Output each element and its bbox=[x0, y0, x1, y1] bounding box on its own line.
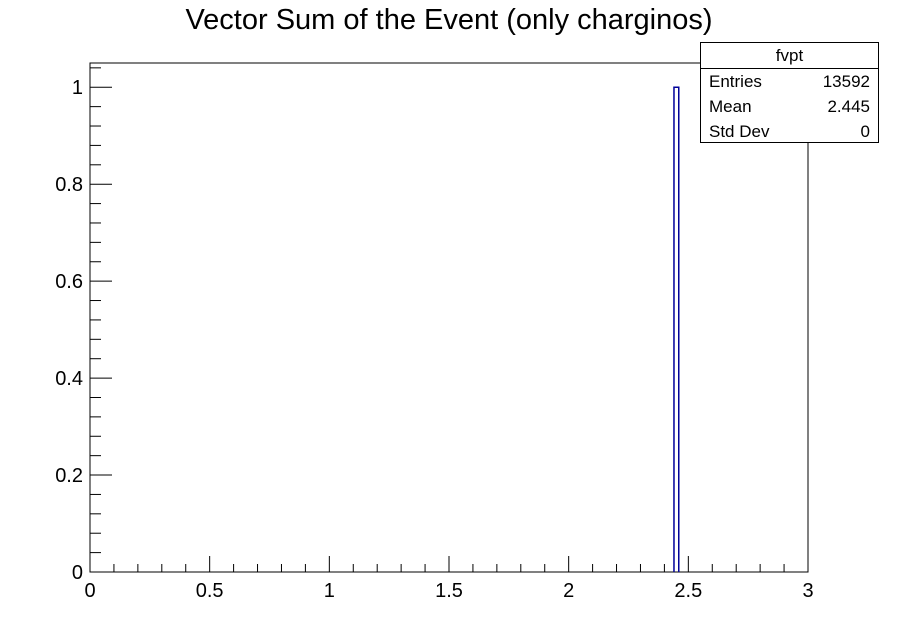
x-tick-label: 2 bbox=[563, 580, 574, 602]
histogram-bin bbox=[673, 86, 680, 572]
stats-label: Mean bbox=[709, 97, 752, 116]
stats-box-name: fvpt bbox=[701, 43, 878, 69]
stats-row-stddev: Std Dev 0 bbox=[701, 119, 878, 144]
x-tick-label: 0.5 bbox=[196, 580, 224, 602]
histogram-bars bbox=[673, 86, 680, 572]
y-tick-label: 0.8 bbox=[55, 174, 83, 196]
y-tick-label: 0 bbox=[72, 562, 83, 584]
x-tick-label: 0 bbox=[84, 580, 95, 602]
x-tick-label: 2.5 bbox=[674, 580, 702, 602]
axis-ticks bbox=[89, 67, 809, 573]
stats-label: Std Dev bbox=[709, 122, 770, 141]
stats-label: Entries bbox=[709, 72, 762, 91]
y-tick-label: 0.2 bbox=[55, 465, 83, 487]
y-tick-labels: 0 0.2 0.4 0.6 0.8 1 bbox=[55, 77, 83, 584]
stats-value: 0 bbox=[860, 122, 870, 141]
y-tick-label: 0.6 bbox=[55, 271, 83, 293]
x-tick-labels: 0 0.5 1 1.5 2 2.5 3 bbox=[84, 580, 813, 602]
y-tick-label: 0.4 bbox=[55, 368, 83, 390]
stats-row-entries: Entries 13592 bbox=[701, 69, 878, 94]
y-tick-label: 1 bbox=[72, 77, 83, 99]
x-tick-label: 3 bbox=[802, 580, 813, 602]
stats-value: 13592 bbox=[822, 72, 870, 91]
chart-title: Vector Sum of the Event (only charginos) bbox=[185, 4, 713, 36]
stats-box: fvpt Entries 13592 Mean 2.445 Std Dev 0 bbox=[700, 42, 879, 143]
x-tick-label: 1.5 bbox=[435, 580, 463, 602]
stats-row-mean: Mean 2.445 bbox=[701, 94, 878, 119]
x-tick-label: 1 bbox=[324, 580, 335, 602]
stats-value: 2.445 bbox=[827, 97, 870, 116]
